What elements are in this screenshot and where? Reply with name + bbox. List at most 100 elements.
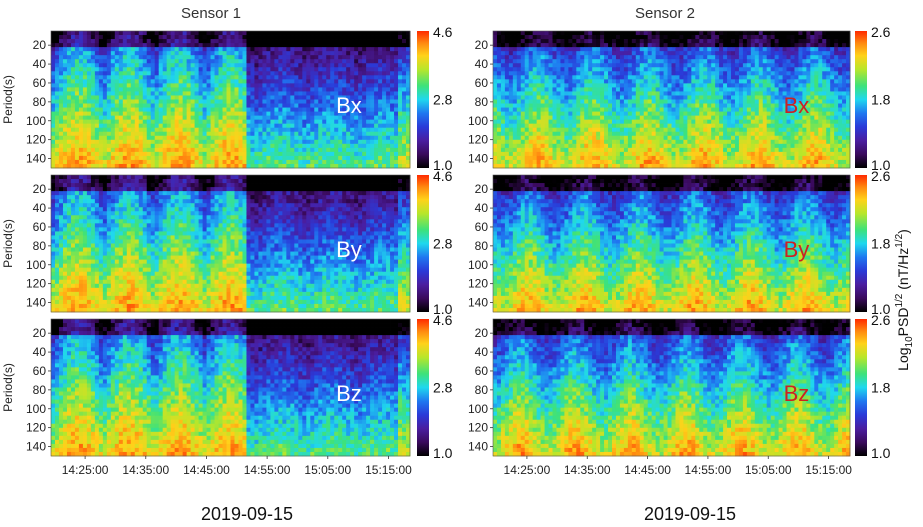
heatmap-cell <box>382 211 387 216</box>
heatmap-cell <box>202 51 207 56</box>
heatmap-cell <box>54 131 60 137</box>
heatmap-cell <box>346 243 351 248</box>
heatmap-cell <box>162 139 168 145</box>
heatmap-cell <box>278 59 283 64</box>
heatmap-cell <box>154 223 160 228</box>
heatmap-cell <box>402 183 407 188</box>
heatmap-cell <box>182 107 188 112</box>
heatmap-cell <box>338 55 343 60</box>
heatmap-cell <box>366 231 371 236</box>
heatmap-cell <box>130 99 136 104</box>
heatmap-cell <box>62 87 68 92</box>
heatmap-cell <box>166 215 172 220</box>
heatmap-cell <box>162 235 168 240</box>
heatmap-cell <box>154 243 160 248</box>
heatmap-cell <box>378 207 383 212</box>
heatmap-cell <box>406 135 411 141</box>
heatmap-cell <box>330 83 335 88</box>
heatmap-cell <box>110 139 116 145</box>
heatmap-cell <box>158 199 164 204</box>
heatmap-cell <box>74 91 80 96</box>
heatmap-cell <box>118 159 124 165</box>
heatmap-cell <box>130 31 136 36</box>
heatmap-cell <box>358 99 363 104</box>
heatmap-cell <box>258 143 263 149</box>
heatmap-cell <box>78 51 84 56</box>
heatmap-cell <box>102 31 108 36</box>
heatmap-cell <box>286 155 291 161</box>
heatmap-cell <box>194 119 199 125</box>
heatmap-cell <box>342 95 347 100</box>
heatmap-cell <box>114 35 120 40</box>
heatmap-cell <box>198 191 203 196</box>
heatmap-cell <box>386 227 391 232</box>
heatmap-cell <box>266 155 271 161</box>
heatmap-cell <box>218 83 223 88</box>
heatmap-cell <box>346 163 351 169</box>
heatmap-cell <box>346 255 351 261</box>
heatmap-cell <box>318 207 323 212</box>
heatmap-cell <box>174 87 180 92</box>
heatmap-cell <box>394 199 399 204</box>
heatmap-cell <box>78 255 84 261</box>
heatmap-cell <box>198 51 203 56</box>
heatmap-cell <box>206 31 211 36</box>
heatmap-cell <box>226 179 231 184</box>
heatmap-cell <box>194 179 199 184</box>
heatmap-cell <box>106 107 112 112</box>
heatmap-cell <box>234 43 239 48</box>
heatmap-cell <box>250 219 255 224</box>
heatmap-cell <box>126 39 132 44</box>
heatmap-cell <box>246 203 251 208</box>
heatmap-cell <box>94 243 100 248</box>
heatmap-cell <box>370 107 375 112</box>
heatmap-cell <box>382 175 387 180</box>
heatmap-cell <box>118 31 124 36</box>
heatmap-cell <box>330 135 335 141</box>
heatmap-cell <box>174 227 180 232</box>
heatmap-cell <box>278 31 283 36</box>
heatmap-cell <box>246 75 251 80</box>
heatmap-cell <box>314 239 319 244</box>
heatmap-cell <box>222 99 227 104</box>
heatmap-cell <box>78 175 84 180</box>
heatmap-cell <box>322 151 327 157</box>
heatmap-cell <box>114 255 120 261</box>
heatmap-cell <box>186 235 192 240</box>
heatmap-cell <box>218 179 223 184</box>
heatmap-cell <box>162 119 168 125</box>
heatmap-cell <box>178 71 184 76</box>
heatmap-cell <box>86 111 92 117</box>
heatmap-cell <box>222 219 227 224</box>
heatmap-cell <box>298 219 303 224</box>
heatmap-cell <box>206 247 211 252</box>
heatmap-cell <box>94 43 100 48</box>
heatmap-cell <box>342 131 347 137</box>
heatmap-cell <box>226 91 231 96</box>
heatmap-cell <box>310 227 315 232</box>
heatmap-cell <box>94 199 100 204</box>
heatmap-cell <box>198 139 203 145</box>
heatmap-cell <box>118 175 124 180</box>
heatmap-cell <box>262 223 267 228</box>
heatmap-cell <box>314 211 319 216</box>
heatmap-cell <box>306 207 311 212</box>
heatmap-cell <box>322 147 327 153</box>
heatmap-cell <box>262 107 267 112</box>
heatmap-cell <box>402 155 407 161</box>
heatmap-cell <box>242 215 247 220</box>
heatmap-cell <box>262 179 267 184</box>
heatmap-cell <box>342 139 347 145</box>
heatmap-cell <box>234 151 239 157</box>
heatmap-cell <box>138 243 144 248</box>
heatmap-cell <box>150 131 156 137</box>
heatmap-cell <box>354 143 359 149</box>
heatmap-cell <box>298 223 303 228</box>
heatmap-cell <box>402 163 407 169</box>
heatmap-cell <box>314 51 319 56</box>
heatmap-cell <box>378 215 383 220</box>
heatmap-cell <box>54 115 60 121</box>
heatmap-cell <box>238 175 243 180</box>
heatmap-cell <box>206 43 211 48</box>
heatmap-cell <box>154 247 160 252</box>
